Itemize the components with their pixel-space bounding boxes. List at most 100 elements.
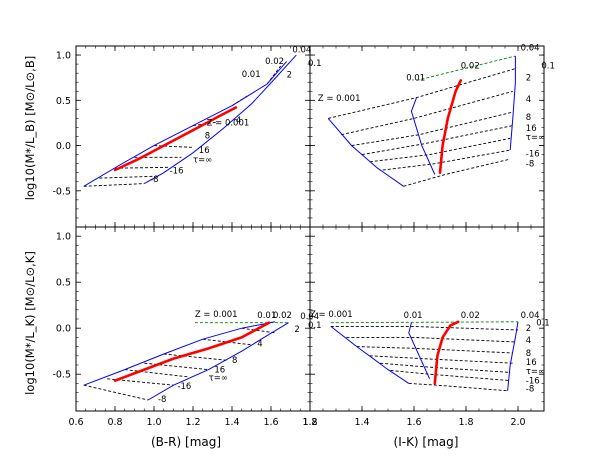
metallicity-track (83, 321, 275, 386)
curve-label: 16 (526, 124, 537, 134)
y-tick-label: 0.5 (56, 278, 71, 289)
curve-label: -16 (177, 382, 191, 392)
curve-label: 0.1 (541, 62, 555, 72)
x-tick-label: 1.4 (354, 417, 369, 428)
curve-label: 16 (214, 365, 225, 375)
curve-label: 4 (526, 95, 531, 105)
tau-line (390, 370, 511, 382)
panel-bottom-left: Z = 0.001 0.010.02 0.040.124816τ=∞-16-8-0.… (52, 226, 322, 428)
best-fit-track (433, 320, 460, 385)
curve-label: 0.02 (273, 311, 292, 321)
curve-label: 0.04 (521, 44, 540, 54)
x-tick-label: 1.4 (224, 417, 239, 428)
curve-label: 0.01 (257, 311, 276, 321)
curve-label: 2 (287, 71, 292, 81)
metallicity-track (144, 54, 297, 185)
curve-label: 2 (526, 73, 531, 83)
curve-label: -8 (158, 395, 166, 405)
curve-label: Z = 0.001 (318, 94, 361, 104)
panel-frame (75, 45, 311, 228)
tau-line (369, 137, 511, 163)
curve-label: Z = 0.001 (195, 310, 238, 320)
curve-label: 16 (526, 358, 537, 368)
metallicity-track (327, 118, 404, 187)
y-tick-label: -0.5 (52, 186, 71, 197)
y-tick-label: 1.0 (56, 232, 71, 243)
curve-label: τ=∞ (526, 133, 545, 143)
curve-label: -16 (526, 149, 540, 159)
curve-label: -16 (170, 167, 184, 177)
metallicity-track (330, 326, 410, 384)
x-tick-label: 2.0 (510, 417, 525, 428)
x-tick-label: 1.2 (302, 417, 317, 428)
panel-frame (309, 45, 545, 228)
tau-line (330, 325, 519, 331)
curve-label: -16 (526, 376, 540, 386)
metallicity-track (507, 321, 519, 391)
best-fit-track (438, 79, 463, 174)
tau-line (356, 346, 513, 354)
y-tick-label: 0.0 (56, 141, 71, 152)
curve-label: 0.04 (292, 45, 311, 55)
x-axis-label-left: (B-R) [mag] (151, 435, 221, 449)
curve-label: τ=∞ (526, 367, 545, 377)
curve-label: Z = 0.001 (207, 119, 250, 129)
y-axis-label-bottom: log10(M*/L_K) [M⊙/L⊙,K] (23, 251, 37, 395)
tau-line (346, 336, 516, 343)
y-tick-label: 0.0 (56, 324, 71, 335)
curve-label: 0.01 (406, 73, 425, 83)
panel-frame (309, 226, 545, 412)
curve-label: 8 (232, 356, 237, 366)
x-tick-label: 1.6 (263, 417, 278, 428)
tau-line (351, 111, 513, 147)
curve-label: τ=∞ (193, 156, 212, 166)
curve-label: 0.1 (536, 318, 550, 328)
tau-line (403, 158, 511, 187)
tau-line (99, 175, 155, 179)
curve-label: 16 (199, 146, 210, 156)
curve-label: 8 (526, 349, 531, 359)
y-tick-label: 0.5 (56, 96, 71, 107)
x-tick-label: 1.8 (458, 417, 473, 428)
tau-line (83, 183, 145, 187)
x-tick-label: 1.2 (185, 417, 200, 428)
tau-line (241, 327, 275, 334)
metallicity-track (147, 322, 289, 401)
tau-line (361, 125, 513, 156)
curve-label: 0.02 (461, 62, 480, 72)
curve-label: 0.02 (461, 311, 480, 321)
curve-label: 0.1 (308, 321, 322, 331)
metallicity-track (83, 61, 287, 187)
curve-label: 0.1 (308, 59, 322, 69)
tau-line (380, 362, 511, 373)
curve-label: 2 (526, 324, 531, 334)
metallicity-track (410, 97, 436, 175)
x-tick-label: 1.0 (146, 417, 161, 428)
panel-top-left: Z = 0.001 0.01 0.02 0.04 0.1 2 4 8 16τ=∞ -16 -8 -0.… (52, 45, 322, 228)
curve-label: 4 (526, 336, 531, 346)
x-axis-label-right: (I-K) [mag] (394, 435, 459, 449)
panel-bottom-right: Z = 0.001 0.01 0.02 0.040.124816τ=∞-16-81.2… (302, 226, 550, 428)
curve-label: 4 (236, 116, 241, 126)
curve-label: 8 (205, 131, 210, 141)
curve-label: 0.01 (404, 311, 423, 321)
curve-label: 0.02 (265, 57, 284, 67)
curve-label: -8 (526, 385, 534, 395)
tau-line (330, 321, 519, 324)
best-fit-track (113, 106, 238, 172)
metallicity-track (509, 56, 516, 151)
curve-label: 2 (294, 325, 299, 335)
curve-label: 0.01 (242, 70, 261, 80)
tau-line (124, 369, 190, 378)
x-tick-label: 0.6 (68, 417, 83, 428)
y-tick-label: -0.5 (52, 370, 71, 381)
curve-label: -8 (150, 175, 158, 185)
tau-line (382, 149, 511, 171)
tau-line (408, 382, 508, 392)
y-tick-label: 1.0 (56, 51, 71, 62)
curve-label: τ=∞ (209, 374, 228, 384)
x-tick-label: 1.8 (302, 417, 317, 428)
tau-line (369, 355, 513, 364)
